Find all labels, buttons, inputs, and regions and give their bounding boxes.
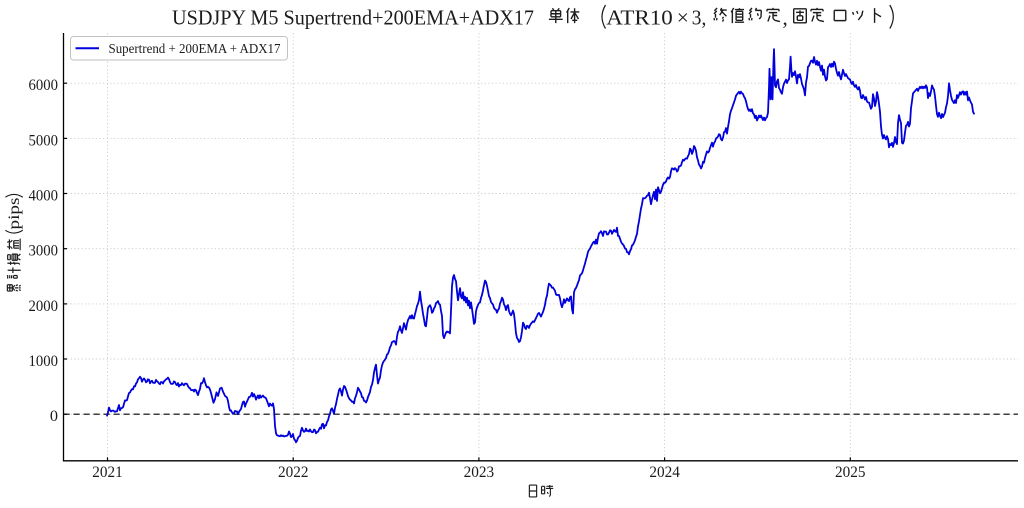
svg-text:1000: 1000 <box>29 351 59 370</box>
svg-text:Supertrend + 200EMA + ADX17: Supertrend + 200EMA + ADX17 <box>109 41 281 56</box>
svg-text:USDJPY M5 Supertrend+200EMA+AD: USDJPY M5 Supertrend+200EMA+ADX17 <box>172 6 534 30</box>
svg-text:5000: 5000 <box>29 130 59 149</box>
svg-text:2000: 2000 <box>29 296 59 315</box>
svg-text:3,: 3, <box>692 6 707 30</box>
svg-text:4000: 4000 <box>29 185 59 204</box>
svg-text:2025: 2025 <box>835 462 866 481</box>
svg-text:ATR10: ATR10 <box>606 6 672 30</box>
svg-text:pips: pips <box>6 198 23 230</box>
svg-text:2023: 2023 <box>464 462 495 481</box>
svg-text:,: , <box>783 6 788 30</box>
svg-text:6000: 6000 <box>29 75 59 94</box>
svg-text:×: × <box>677 6 689 30</box>
svg-text:2024: 2024 <box>649 462 680 481</box>
svg-text:2021: 2021 <box>92 462 123 481</box>
svg-text:0: 0 <box>50 406 58 425</box>
svg-text:2022: 2022 <box>278 462 309 481</box>
svg-text:3000: 3000 <box>29 241 59 260</box>
